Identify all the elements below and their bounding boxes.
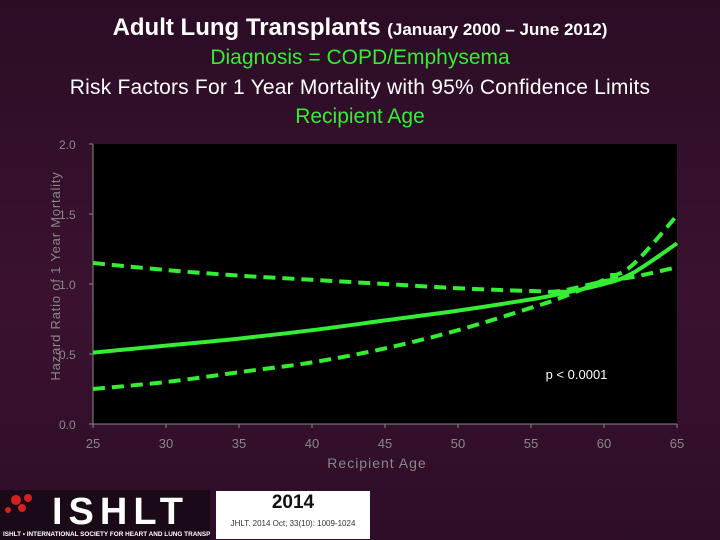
chart-title: Adult Lung Transplants (January 2000 – J… [0,14,720,42]
x-tick-label: 30 [159,436,173,451]
citation-text: JHLT. 2014 Oct; 33(10): 1009-1024 [230,519,356,528]
y-tick-label: 1.5 [59,208,76,222]
series-upper-line [92,261,678,294]
crossing-marker [610,273,619,281]
x-tick-label: 25 [86,436,100,451]
p-value-annotation: p < 0.0001 [546,367,608,382]
crossing-marker [559,289,568,298]
x-tick-label: 45 [378,436,392,451]
chart-subtitle-risk: Risk Factors For 1 Year Mortality with 9… [69,76,651,99]
x-tick-label: 65 [670,436,684,451]
ishlt-logo: ISHLT ISHLT • INTERNATIONAL SOCIETY FOR … [0,490,210,540]
title-date-range: (January 2000 – June 2012) [387,20,608,39]
logo-text: ISHLT [52,491,189,533]
chart-subtitle-variable: Recipient Age [295,105,425,128]
chart-subtitle-diagnosis: Diagnosis = COPD/Emphysema [210,46,510,69]
x-tick-label: 55 [524,436,538,451]
y-tick-label: 0.5 [59,348,76,362]
x-tick-label: 60 [597,436,611,451]
x-tick-label: 40 [305,436,319,451]
x-tick-label: 35 [232,436,246,451]
title-main: Adult Lung Transplants [112,14,381,41]
y-tick-label: 1.0 [59,278,76,292]
x-axis-label: Recipient Age [327,455,426,471]
citation-box: 2014 JHLT. 2014 Oct; 33(10): 1009-1024 [216,491,370,539]
y-tick-label: 0.0 [59,418,76,432]
y-axis-label: Hazard Ratio of 1 Year Mortality [48,171,63,380]
citation-year: 2014 [271,492,315,513]
series-estimate-line [92,241,679,355]
x-tick-label: 50 [451,436,465,451]
y-tick-label: 2.0 [59,138,76,152]
logo-tagline: ISHLT • INTERNATIONAL SOCIETY FOR HEART … [3,531,210,538]
